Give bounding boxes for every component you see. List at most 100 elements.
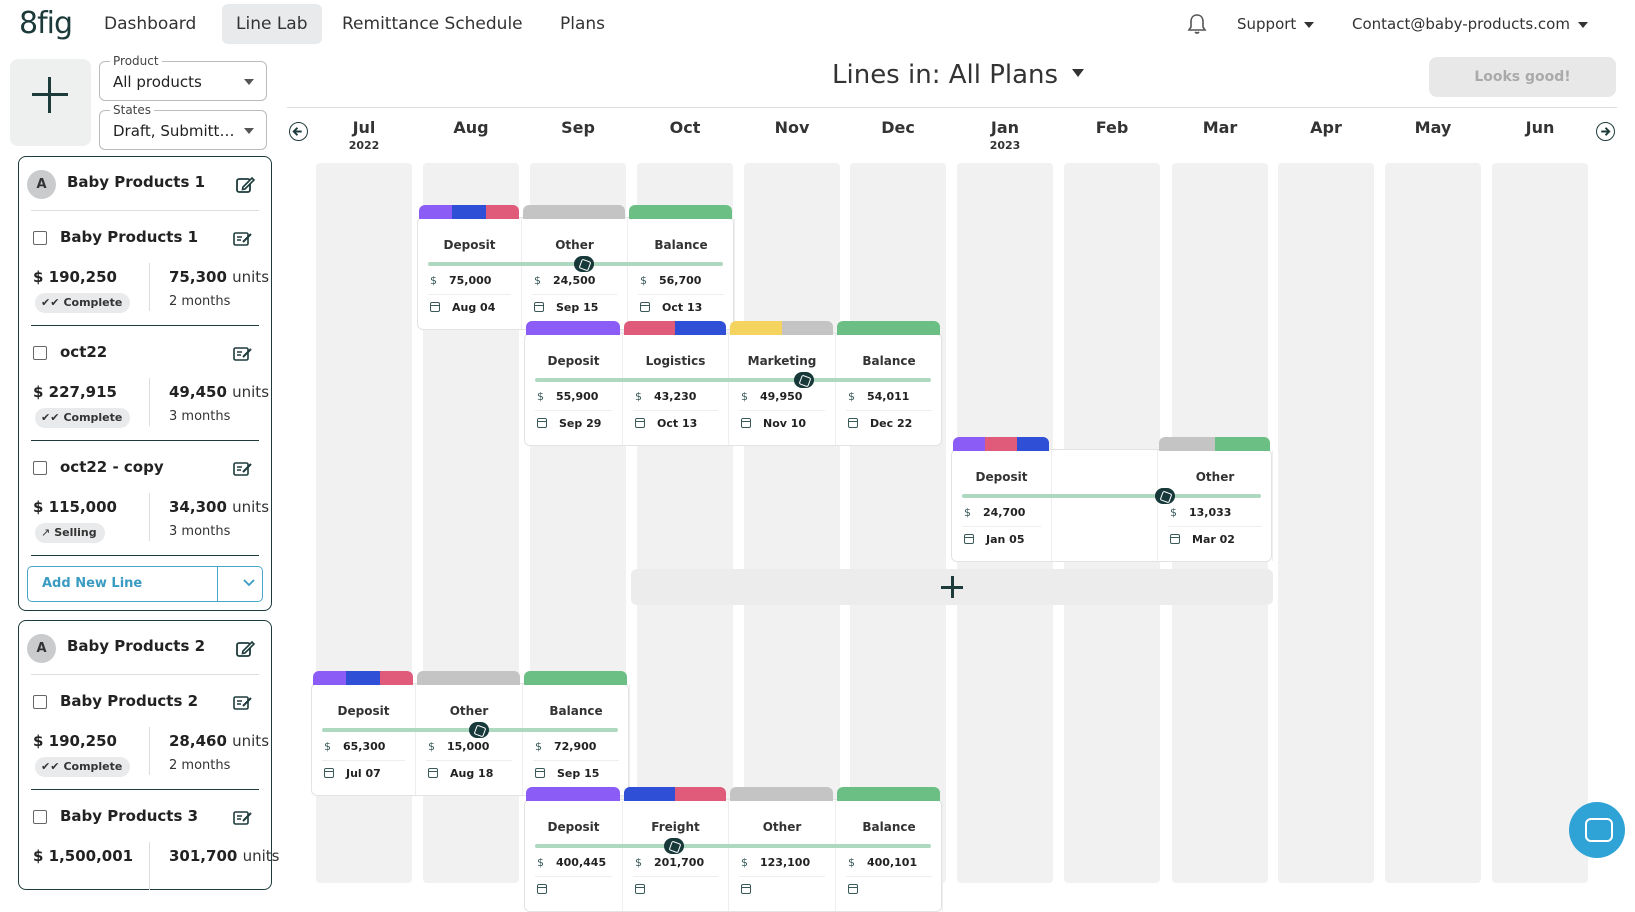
edit-icon[interactable] [235,175,255,195]
arrow-right-icon[interactable] [1596,122,1615,141]
slider-handle-box-icon[interactable] [794,372,815,388]
line-item[interactable]: oct22 $ 227,915 49,450 units ✔✔ Complete … [31,326,269,441]
payment-date[interactable]: Jan 05 [964,533,1024,546]
line-item[interactable]: Baby Products 1 $ 190,250 75,300 units ✔… [31,211,269,326]
timeline-slider[interactable] [962,488,1261,504]
payment-amount[interactable]: $75,000 [430,274,491,287]
nav-plans[interactable]: Plans [560,14,606,34]
payment-amount[interactable]: $123,100 [741,856,810,869]
line-checkbox[interactable] [33,810,47,824]
line-item[interactable]: oct22 - copy $ 115,000 34,300 units ↗ Sel… [31,441,269,556]
month-label: Mar [1202,118,1238,137]
payment-date[interactable]: Nov 10 [741,417,806,430]
slider-handle-box-icon[interactable] [468,722,489,738]
timeline-slider[interactable] [535,838,931,854]
payment-cell[interactable]: Deposit $65,300 Jul 07 [312,684,416,795]
nav-line-lab[interactable]: Line Lab [222,4,322,44]
payment-date[interactable]: Jul 07 [324,767,381,780]
add-line-row[interactable] [631,569,1273,605]
payment-amount[interactable]: $400,445 [537,856,606,869]
slider-handle-box-icon[interactable] [574,256,595,272]
edit-line-icon[interactable] [233,695,253,711]
nav-dashboard[interactable]: Dashboard [104,14,197,34]
payment-cell[interactable]: Deposit $400,445 [525,800,623,911]
edit-line-icon[interactable] [233,231,253,247]
payment-cell[interactable]: Balance $56,700 Oct 13 [628,218,735,329]
payment-amount[interactable]: $56,700 [640,274,701,287]
payment-amount[interactable]: $43,230 [635,390,696,403]
slider-handle-box-icon[interactable] [663,838,684,854]
payment-amount[interactable]: $49,950 [741,390,802,403]
add-new-line-button[interactable]: Add New Line [27,566,263,602]
edit-line-icon[interactable] [233,346,253,362]
nav-remittance-schedule[interactable]: Remittance Schedule [342,14,523,34]
product-filter[interactable]: Product All products [99,54,267,101]
account-dropdown[interactable]: Contact@baby-products.com [1352,4,1588,44]
line-item[interactable]: Baby Products 3 $ 1,500,001 301,700 unit… [31,790,279,905]
payment-date[interactable]: Mar 02 [1170,533,1235,546]
payment-date[interactable]: Dec 22 [848,417,912,430]
payment-date[interactable]: Aug 18 [428,767,493,780]
payment-date[interactable]: Sep 15 [534,301,598,314]
logo[interactable]: 8fig [19,6,73,41]
payment-cell[interactable]: Other $24,500 Sep 15 [522,218,628,329]
payment-date[interactable] [741,883,763,896]
payment-amount[interactable]: $65,300 [324,740,385,753]
add-plan-button[interactable] [10,59,91,146]
payment-date[interactable]: Oct 13 [640,301,702,314]
line-card[interactable]: Deposit $65,300 Jul 07 Other $15,000 Aug 18 Ba… [311,671,630,796]
timeline-slider[interactable] [535,372,931,388]
line-checkbox[interactable] [33,346,47,360]
arrow-left-icon[interactable] [289,122,308,141]
payment-cell[interactable]: Balance $72,900 Sep 15 [523,684,630,795]
payment-cell[interactable]: Deposit $55,900 Sep 29 [525,334,623,445]
chevron-down-icon[interactable] [242,576,256,590]
line-item[interactable]: Baby Products 2 $ 190,250 28,460 units ✔… [31,675,269,790]
payment-amount[interactable]: $72,900 [535,740,596,753]
payment-amount[interactable]: $24,500 [534,274,595,287]
edit-line-icon[interactable] [233,810,253,826]
payment-amount[interactable]: $13,033 [1170,506,1231,519]
payment-date[interactable]: Sep 15 [535,767,599,780]
line-checkbox[interactable] [33,461,47,475]
payment-amount[interactable]: $55,900 [537,390,598,403]
payment-cell[interactable]: Other $123,100 [729,800,836,911]
line-checkbox[interactable] [33,695,47,709]
payment-cell[interactable]: Other $15,000 Aug 18 [416,684,523,795]
payment-cell[interactable]: Other $13,033 Mar 02 [1158,450,1273,561]
payment-cell[interactable]: Freight $201,700 [623,800,729,911]
edit-icon[interactable] [235,639,255,659]
payment-amount[interactable]: $400,101 [848,856,917,869]
line-card[interactable]: Deposit $24,700 Jan 05 Other $13,033 Mar 02 [951,437,1273,562]
lines-view-selector[interactable]: Lines in: All Plans [832,60,1085,90]
payment-cell[interactable]: Balance $54,011 Dec 22 [836,334,943,445]
payment-date[interactable]: Sep 29 [537,417,601,430]
payment-date[interactable]: Oct 13 [635,417,697,430]
timeline-slider[interactable] [322,722,618,738]
slider-handle-box-icon[interactable] [1155,488,1176,504]
line-card[interactable]: Deposit $55,900 Sep 29 Logistics $43,230 Oct … [524,321,943,446]
support-dropdown[interactable]: Support [1237,4,1315,44]
line-checkbox[interactable] [33,231,47,245]
line-card[interactable]: Deposit $75,000 Aug 04 Other $24,500 Sep 15 Ba… [417,205,735,330]
payment-cell[interactable]: Marketing $49,950 Nov 10 [729,334,836,445]
states-filter[interactable]: States Draft, Submitte... [99,103,267,150]
chat-support-icon[interactable] [1569,802,1625,858]
looks-good-button[interactable]: Looks good! [1429,57,1616,97]
bell-icon[interactable] [1186,12,1208,36]
payment-amount[interactable]: $15,000 [428,740,489,753]
payment-cell[interactable]: Deposit $75,000 Aug 04 [418,218,522,329]
payment-cell[interactable]: Deposit $24,700 Jan 05 [952,450,1052,561]
payment-date[interactable] [635,883,657,896]
line-card[interactable]: Deposit $400,445 Freight $201,700 Other $123,… [524,787,943,912]
timeline-slider[interactable] [428,256,723,272]
payment-date[interactable] [537,883,559,896]
payment-amount[interactable]: $24,700 [964,506,1025,519]
payment-date[interactable]: Aug 04 [430,301,495,314]
payment-amount[interactable]: $54,011 [848,390,909,403]
payment-amount[interactable]: $201,700 [635,856,704,869]
payment-cell[interactable]: Balance $400,101 [836,800,943,911]
edit-line-icon[interactable] [233,461,253,477]
payment-cell[interactable]: Logistics $43,230 Oct 13 [623,334,729,445]
payment-date[interactable] [848,883,870,896]
